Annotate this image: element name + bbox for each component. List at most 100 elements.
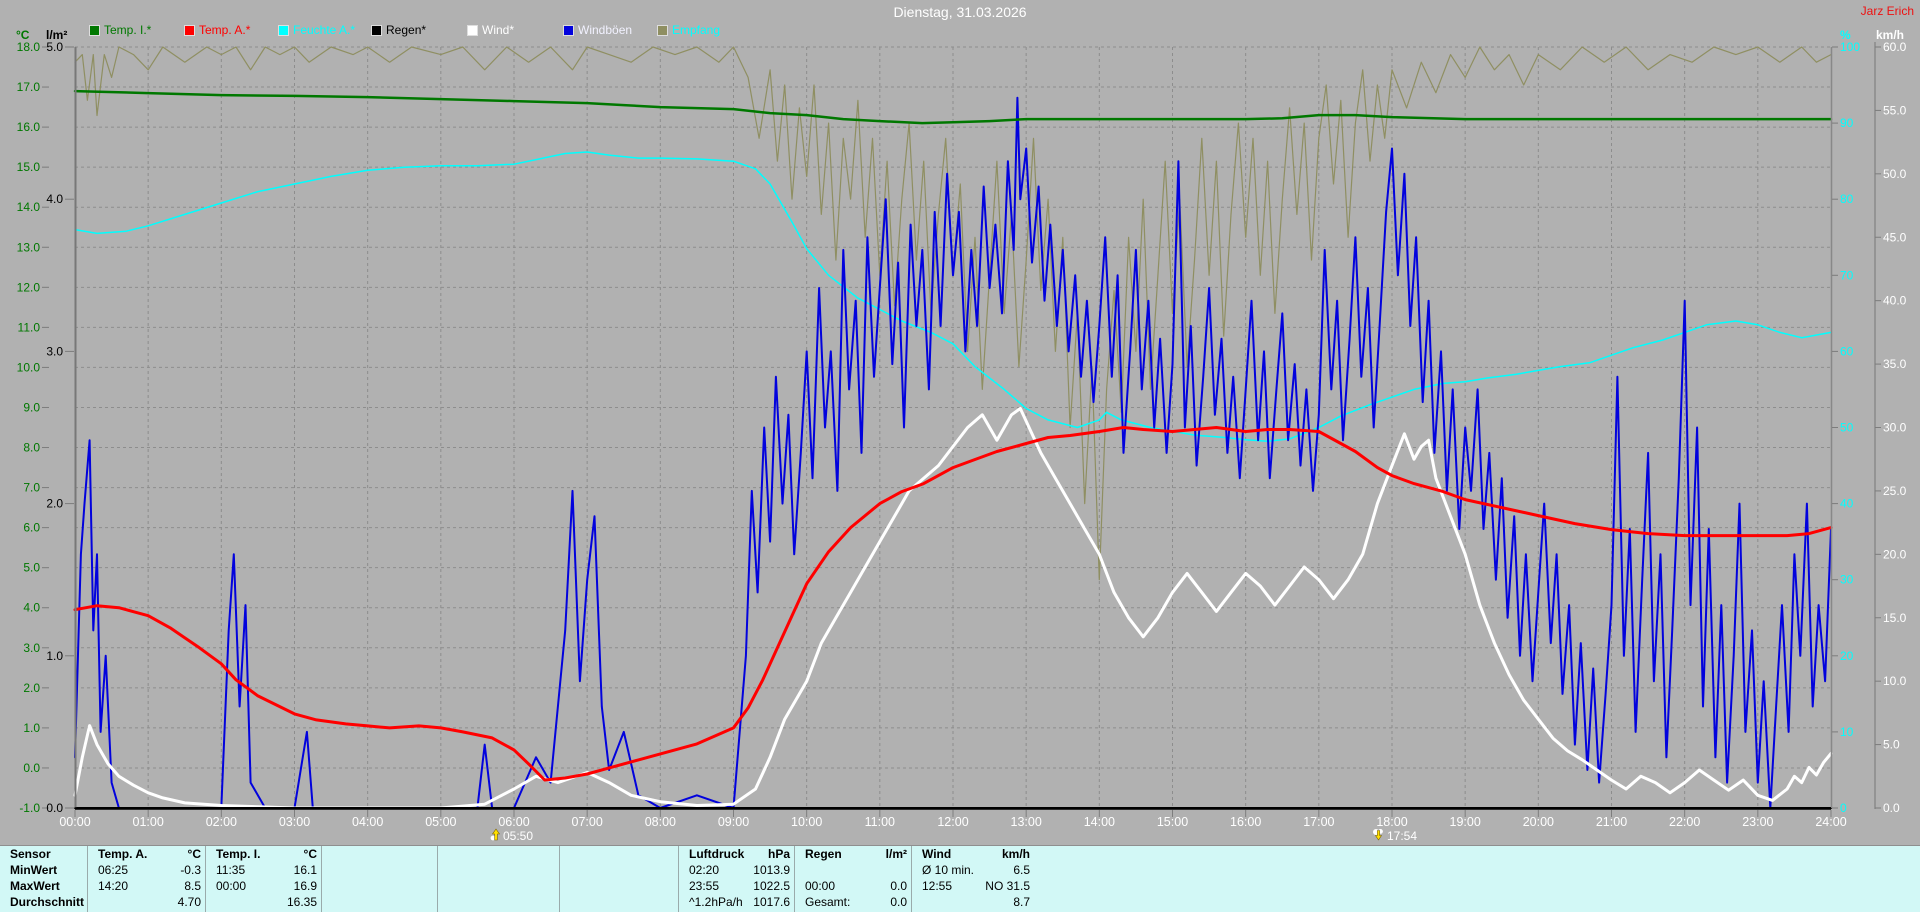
chart-text: 3.0 (23, 641, 40, 655)
chart-text: 16.0 (17, 120, 41, 134)
chart-text: 23:00 (1742, 815, 1773, 829)
section-name: Wind (922, 847, 952, 861)
chart-text: 70 (1840, 268, 1854, 282)
cell-value: 16.1 (293, 863, 317, 877)
chart-text: 25.0 (1883, 484, 1907, 498)
chart-text: 2.0 (23, 681, 40, 695)
cell-value: -0.3 (180, 863, 201, 877)
chart-text: 15.0 (17, 160, 41, 174)
legend-swatch (184, 24, 195, 36)
section-name: Temp. I. (216, 847, 261, 861)
chart-text: 08:00 (645, 815, 676, 829)
section-name (564, 846, 570, 862)
legend-item-empfang[interactable]: Empfang (657, 22, 720, 38)
section-name (326, 846, 332, 862)
cell-value: 16.9 (293, 879, 317, 893)
marker-time-label: 17:54 (1387, 829, 1418, 843)
chart-text: 0 (1840, 801, 1847, 815)
cell-time: 23:55 (689, 879, 720, 893)
table-section-empty (560, 846, 679, 912)
table-section-luftdruck: Luftdruck hPa 02:20 1013.9 23:55 1022.5 ^1.2hP… (679, 846, 795, 912)
chart-text: 50 (1840, 421, 1854, 435)
chart-text: 20.0 (1883, 547, 1907, 561)
legend-swatch (89, 24, 100, 36)
table-section-tempi: Temp. I. °C 11:35 16.1 00:00 16.9 16.35 (206, 846, 322, 912)
chart-text: 5.0 (46, 40, 63, 54)
cell-time (564, 862, 570, 878)
row-label: Sensor (10, 847, 51, 861)
marker-1754: 17:54 (1372, 829, 1417, 843)
chart-text: 60.0 (1883, 40, 1907, 54)
cell-time: 11:35 (216, 863, 246, 877)
chart-text: 16:00 (1230, 815, 1261, 829)
legend-label: Wind* (482, 23, 515, 37)
legend-swatch (657, 24, 668, 36)
chart-text: 01:00 (133, 815, 164, 829)
row-label: MinWert (10, 863, 58, 877)
cell-time (564, 878, 570, 894)
chart-text: 18:00 (1376, 815, 1407, 829)
cell-time (442, 878, 448, 894)
chart-text: 17:00 (1303, 815, 1334, 829)
legend-item-wind[interactable]: Wind* (467, 22, 514, 38)
legend-swatch (371, 24, 382, 36)
cell-value: 16.35 (286, 895, 317, 909)
cell-time (92, 894, 98, 910)
cell-time: Ø 10 min. (922, 863, 975, 877)
legend-item-tempi[interactable]: Temp. I.* (89, 22, 151, 38)
chart-text: 11:00 (865, 815, 895, 829)
chart-text: 60 (1840, 344, 1854, 358)
weather-chart-svg: 18.0 17.0 16.0 15.0 14.0 13.0 12.0 11.0 10.0 9.0 8… (17, 40, 1907, 829)
chart-text: 0.0 (1883, 801, 1900, 815)
chart-text: 40 (1840, 497, 1854, 511)
marker-time-label: 05:50 (503, 829, 534, 843)
chart-text: 10 (1840, 725, 1854, 739)
legend-swatch (278, 24, 289, 36)
chart-text: 09:00 (718, 815, 749, 829)
chart-text: 4.0 (46, 192, 63, 206)
legend-item-regen[interactable]: Regen* (371, 22, 426, 38)
marker-0550: 05:50 (489, 828, 534, 843)
chart-text: 5.0 (23, 561, 40, 575)
section-unit: hPa (767, 847, 790, 861)
chart-text: 20:00 (1523, 815, 1554, 829)
chart-text: 17.0 (17, 80, 41, 94)
series-temp_i (73, 89, 1833, 125)
cell-time (442, 894, 448, 910)
rain-axis-unit: l/m² (46, 28, 68, 42)
chart-text: 5.0 (1883, 738, 1900, 752)
legend-item-feuchtea[interactable]: Feuchte A.* (278, 22, 355, 38)
legend-item-windböen[interactable]: Windböen (563, 22, 632, 38)
celsius-axis-unit: °C (16, 28, 30, 42)
chart-text: 22:00 (1669, 815, 1700, 829)
table-section-empty (438, 846, 560, 912)
cell-value: 8.5 (184, 879, 201, 893)
chart-text: 14:00 (1084, 815, 1115, 829)
table-section-wind: Wind km/h Ø 10 min. 6.5 12:55 NO 31.5 8.7 (912, 846, 1920, 912)
section-unit: °C (303, 847, 317, 861)
chart-text: 30 (1840, 573, 1854, 587)
chart-text: 13:00 (1011, 815, 1042, 829)
chart-text: 3.0 (46, 344, 63, 358)
chart-text: 06:00 (498, 815, 529, 829)
chart-text: 15.0 (1883, 611, 1907, 625)
row-label: MaxWert (10, 879, 60, 893)
chart-text: 20 (1840, 649, 1854, 663)
cell-value: 1017.6 (753, 895, 790, 909)
chart-text: 90 (1840, 116, 1854, 130)
chart-text: 19:00 (1450, 815, 1481, 829)
chart-text: 0.0 (46, 801, 63, 815)
cell-time: ^1.2hPa/h (689, 895, 743, 909)
legend-swatch (467, 24, 478, 36)
chart-text: 4.0 (23, 601, 40, 615)
table-row-labels-column: Sensor MinWert MaxWert Durchschnitt (0, 846, 88, 912)
daily-summary-table: Sensor MinWert MaxWert Durchschnitt Temp. A.… (0, 845, 1920, 912)
chart-text: 55.0 (1883, 103, 1907, 117)
chart-legend: Temp. I.* Temp. A.* Feuchte A.* Regen* Wind*… (0, 22, 1500, 42)
series-boeen (74, 96, 1832, 809)
cell-value: 1022.5 (753, 879, 790, 893)
legend-label: Regen* (386, 23, 427, 37)
legend-item-tempa[interactable]: Temp. A.* (184, 22, 250, 38)
legend-swatch (563, 24, 574, 36)
chart-text: 10.0 (17, 360, 41, 374)
